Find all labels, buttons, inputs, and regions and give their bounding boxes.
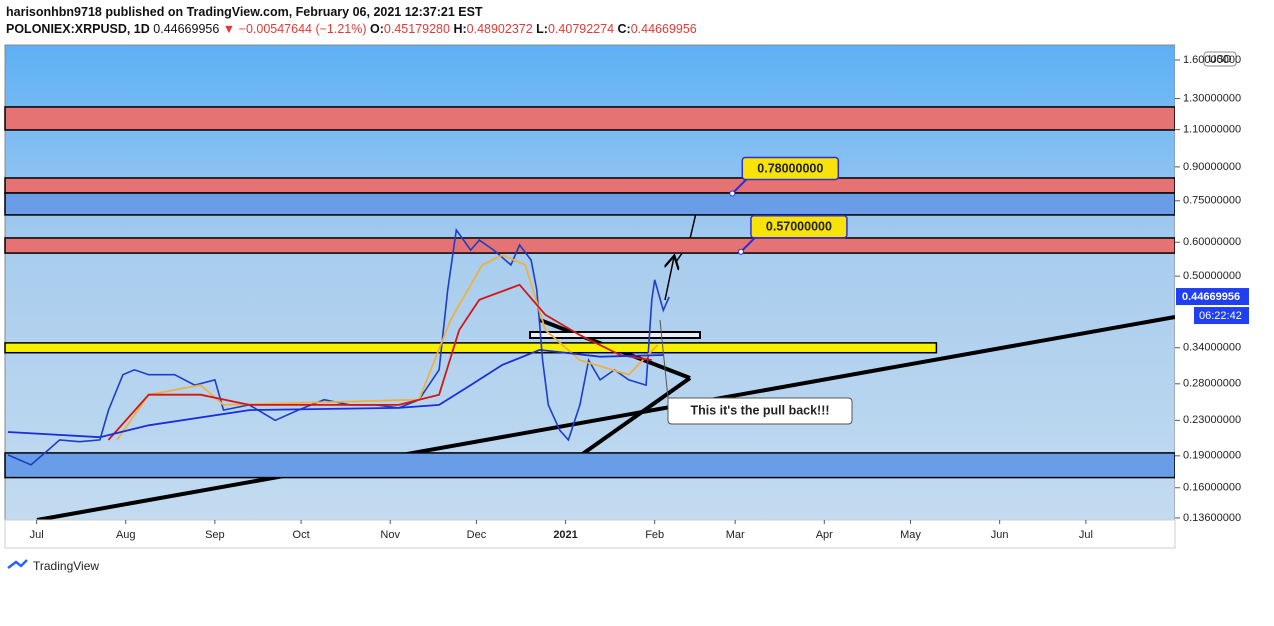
high: 0.48902372 xyxy=(466,22,533,36)
callout xyxy=(659,319,853,425)
y-tick-label: 0.16000000 xyxy=(1183,482,1241,494)
price-line xyxy=(7,227,670,466)
currency-badge xyxy=(1203,51,1237,67)
trend-line xyxy=(36,315,1176,522)
countdown-box xyxy=(1194,307,1249,325)
x-tick-label: 2021 xyxy=(553,529,577,541)
x-tick-label: Jul xyxy=(1079,529,1093,541)
page: harisonhbn9718 published on TradingView.… xyxy=(4,5,1249,574)
y-tick-label: 0.19000000 xyxy=(1183,450,1241,462)
target-dot xyxy=(729,190,736,197)
o-label: O: xyxy=(370,22,384,36)
last-price-box xyxy=(1176,288,1249,306)
open: 0.45179280 xyxy=(383,22,450,36)
x-tick-label: Apr xyxy=(816,529,833,541)
y-tick-label: 0.60000000 xyxy=(1183,236,1241,248)
target-box xyxy=(750,215,848,239)
y-tick-label: 0.90000000 xyxy=(1183,161,1241,173)
x-tick-label: Jun xyxy=(991,529,1009,541)
x-tick-label: May xyxy=(900,529,921,541)
y-tick-label: 0.23000000 xyxy=(1183,414,1241,426)
y-tick-label: 0.75000000 xyxy=(1183,195,1241,207)
chart: This it's the pull back!!! USD TradingVi… xyxy=(4,44,1274,573)
currency: USD xyxy=(1208,53,1231,65)
price-line xyxy=(116,254,659,441)
logo xyxy=(7,559,28,569)
target-dot xyxy=(737,248,744,255)
annotation: This it's the pull back!!! xyxy=(690,403,829,417)
price-line xyxy=(107,283,652,441)
x-tick-label: Nov xyxy=(380,529,400,541)
low: 0.40792274 xyxy=(547,22,615,36)
x-tick-label: Sep xyxy=(205,529,225,541)
target-pointer xyxy=(731,178,748,195)
target-box xyxy=(741,156,840,181)
y-tick-label: 1.10000000 xyxy=(1183,124,1241,136)
zone xyxy=(4,452,1176,479)
last-price: 0.44669956 xyxy=(1182,291,1240,303)
arrow xyxy=(665,257,674,301)
x-tick-label: Dec xyxy=(467,529,487,541)
x-tick-label: Feb xyxy=(645,529,664,541)
symbol: POLONIEX:XRPUSD, 1D xyxy=(6,22,150,36)
y-tick-label: 1.30000000 xyxy=(1183,93,1241,105)
target-pointer xyxy=(740,237,756,253)
target-label: 0.57000000 xyxy=(766,220,832,234)
y-tick-label: 0.13600000 xyxy=(1183,512,1241,524)
countdown: 06:22:42 xyxy=(1199,310,1242,322)
c-label: C: xyxy=(617,22,631,36)
y-tick-label: 1.60000000 xyxy=(1183,54,1241,66)
zone xyxy=(4,177,1176,194)
publisher: harisonhbn9718 published on TradingView.… xyxy=(6,5,483,19)
brand: TradingView xyxy=(33,559,99,573)
x-tick-label: Mar xyxy=(726,529,745,541)
zone xyxy=(4,106,1176,131)
x-tick-label: Aug xyxy=(116,529,136,541)
x-axis xyxy=(4,519,1176,549)
y-tick-label: 0.28000000 xyxy=(1183,378,1241,390)
zone xyxy=(4,342,938,354)
range-box xyxy=(529,331,701,339)
header-line: POLONIEX:XRPUSD, 1D 0.44669956 ▼ −0.0054… xyxy=(6,22,697,36)
close: 0.44669956 xyxy=(630,22,697,36)
zone xyxy=(4,192,1176,216)
y-tick-label: 0.34000000 xyxy=(1183,342,1241,354)
x-tick-label: Jul xyxy=(30,529,44,541)
change: ▼ −0.00547644 (−1.21%) xyxy=(222,22,367,36)
price-line xyxy=(7,348,664,439)
header-line: harisonhbn9718 published on TradingView.… xyxy=(6,5,483,19)
target-label: 0.78000000 xyxy=(757,161,823,175)
y-tick-label: 0.50000000 xyxy=(1183,270,1241,282)
h-label: H: xyxy=(453,22,467,36)
l-label: L: xyxy=(536,22,548,36)
zone xyxy=(4,237,1176,254)
x-tick-label: Oct xyxy=(293,529,310,541)
last: 0.44669956 xyxy=(153,22,220,36)
